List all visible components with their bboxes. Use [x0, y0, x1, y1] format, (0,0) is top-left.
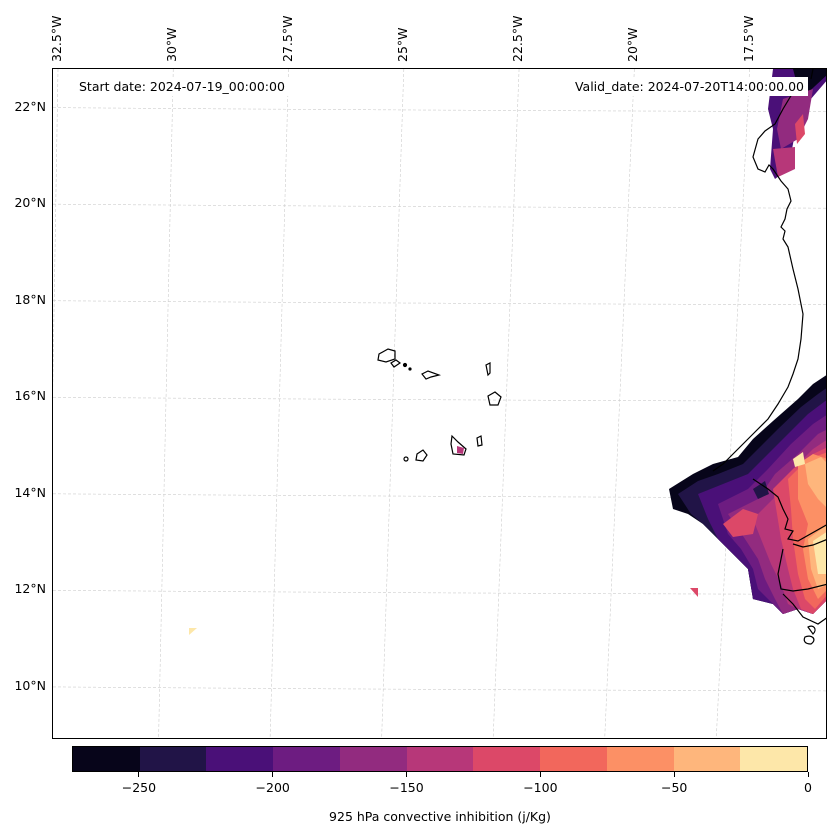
lon-gridline: [715, 69, 750, 738]
colorbar-level: [206, 747, 274, 771]
lat-gridline: [53, 203, 826, 209]
colorbar-level: [406, 747, 474, 771]
lat-gridline: [53, 686, 826, 692]
lon-gridline: [53, 69, 59, 393]
valid-date-label: Valid_date: 2024-07-20T14:00:00.00: [570, 77, 808, 96]
africa-coastline-north: [712, 69, 814, 472]
island-sao-nicolau: [421, 370, 442, 380]
lat-gridline: [53, 590, 826, 595]
colorbar-level: [73, 747, 140, 771]
santiago-cin-patch: [457, 446, 464, 454]
map-canvas: [53, 69, 826, 738]
colorbar-tick-label: −250: [121, 780, 157, 795]
colorbar-level: [540, 747, 607, 771]
colorbar-tick: [272, 772, 274, 777]
lon-tick-label: 17.5°W: [740, 15, 756, 62]
cin-contour: [723, 509, 758, 537]
cape-verde-islands: [377, 348, 502, 462]
lat-tick-label: 18°N: [14, 291, 46, 307]
lon-gridline: [381, 69, 405, 738]
colorbar-label: 925 hPa convective inhibition (j/Kg): [329, 809, 551, 824]
map-plot-area: Start date: 2024-07-19_00:00:00 Valid_da…: [52, 68, 827, 739]
colorbar-tick: [539, 772, 541, 777]
island-brava: [403, 456, 409, 462]
lat-tick-label: 22°N: [14, 98, 46, 114]
gridlines: [53, 69, 826, 738]
cin-patch-yellow: [189, 628, 197, 635]
island-razo: [408, 367, 412, 371]
lat-gridline: [53, 396, 826, 402]
lat-tick-label: 12°N: [14, 581, 46, 597]
island-maio: [476, 435, 483, 447]
cin-contour: [773, 147, 795, 177]
cin-contour: [805, 457, 826, 507]
colorbar-level: [673, 747, 741, 771]
island-santiago: [450, 434, 467, 456]
lon-tick-label: 30°W: [164, 27, 180, 62]
colorbar-tick-label: −100: [523, 780, 558, 795]
lon-tick-label: 20°W: [625, 27, 641, 62]
colorbar-level: [473, 747, 541, 771]
africa-coastline-gambia: [792, 539, 826, 548]
cin-field-north: [768, 69, 826, 179]
lon-tick-label: 32.5°W: [49, 15, 64, 62]
lat-gridline: [53, 107, 826, 112]
colorbar-level: [740, 747, 808, 771]
coastline: [712, 69, 826, 645]
colorbar-tick-label: −200: [255, 780, 290, 795]
lon-gridline: [492, 69, 520, 738]
colorbar-level: [606, 747, 674, 771]
africa-coastline-senegal: [752, 478, 826, 542]
colorbar-tick: [673, 772, 675, 777]
cin-contour: [753, 481, 769, 499]
lon-gridline: [604, 69, 635, 738]
lon-tick-label: 27.5°W: [279, 15, 295, 62]
lat-tick-label: 16°N: [14, 388, 46, 404]
lon-tick-label: 25°W: [394, 27, 410, 62]
cin-field-senegal: [669, 375, 826, 614]
colorbar-tick: [406, 772, 408, 777]
island-santa-luzia: [402, 362, 408, 368]
colorbar-level: [273, 747, 340, 771]
colorbar: [72, 746, 808, 772]
cin-patch-small-pink: [690, 588, 698, 597]
cin-contour: [813, 532, 826, 574]
colorbar-tick: [807, 772, 809, 777]
africa-coastline-guinea-bissau: [777, 548, 826, 592]
lat-gridline: [53, 300, 826, 306]
lon-gridline: [269, 69, 289, 738]
lon-tick-label: 22.5°W: [510, 15, 526, 62]
cin-contour: [793, 452, 805, 467]
colorbar-tick-label: 0: [804, 780, 812, 795]
colorbar-level: [139, 747, 207, 771]
lat-tick-label: 10°N: [14, 677, 46, 693]
island-sal: [485, 362, 491, 377]
colorbar-level: [339, 747, 407, 771]
coastal-island: [803, 635, 815, 645]
island-boa-vista: [487, 391, 502, 406]
lat-gridline: [53, 493, 826, 499]
island-santo-antao: [377, 348, 396, 363]
start-date-label: Start date: 2024-07-19_00:00:00: [75, 77, 289, 96]
lat-tick-label: 14°N: [14, 484, 46, 500]
africa-coastline-guinea: [782, 593, 826, 625]
island-fogo: [415, 449, 428, 462]
lon-gridline: [158, 69, 174, 738]
colorbar-tick-label: −50: [660, 780, 688, 795]
colorbar-tick: [138, 772, 140, 777]
lat-tick-label: 20°N: [14, 195, 46, 211]
bijagos-island: [807, 625, 816, 635]
island-sao-vicente: [390, 359, 402, 368]
cin-contour: [795, 114, 805, 144]
colorbar-tick-label: −150: [389, 780, 424, 795]
